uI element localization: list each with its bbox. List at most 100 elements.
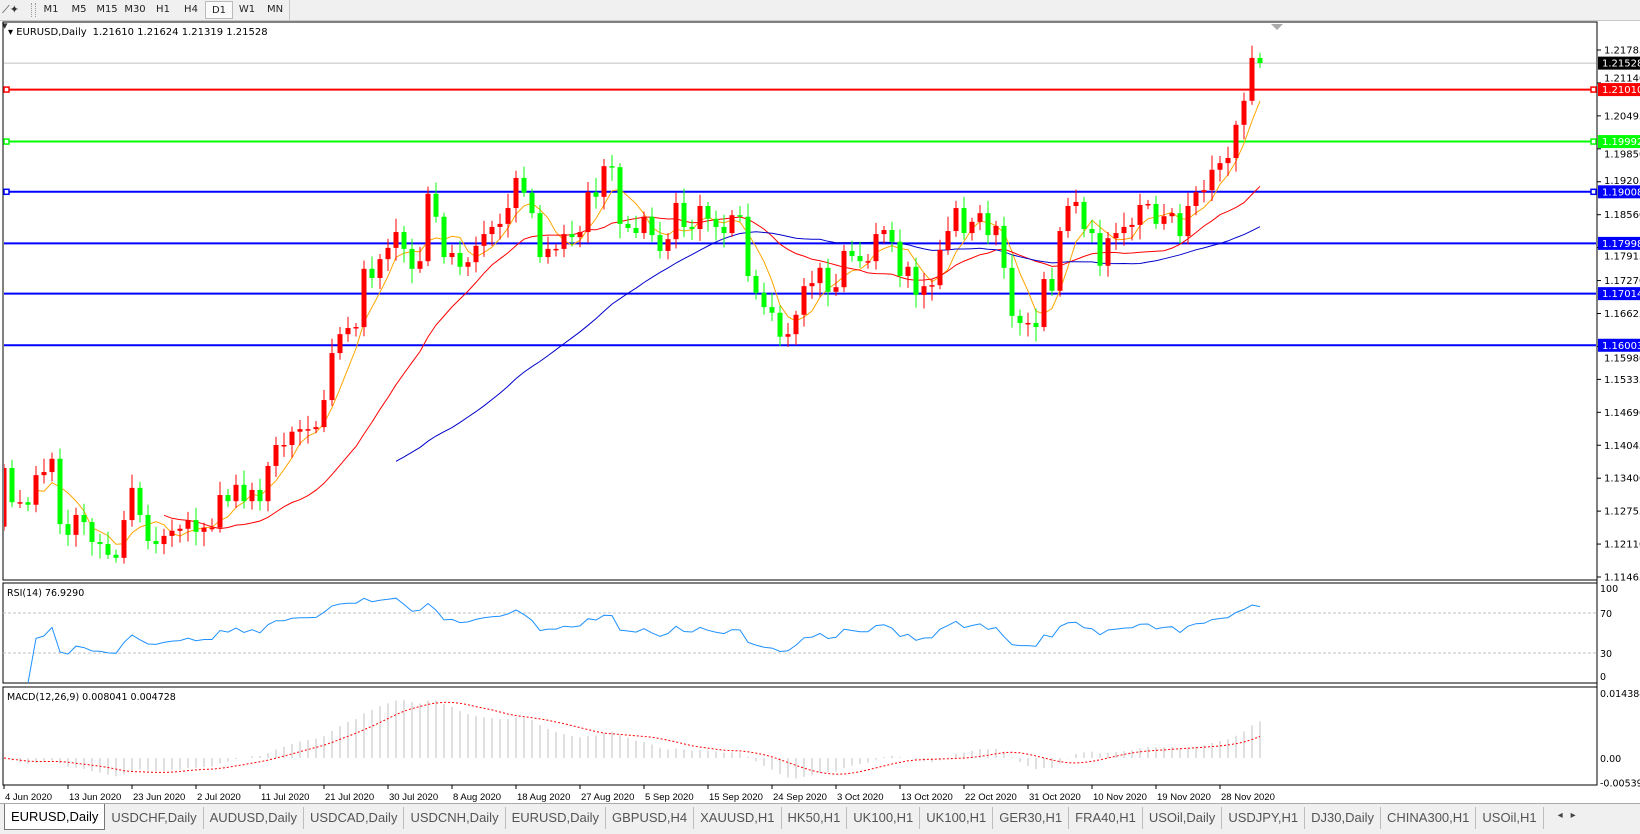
timeframe-m5-button[interactable]: M5 [71,4,87,15]
candle-body[interactable] [1025,322,1031,325]
timeframe-w1-button[interactable]: W1 [238,4,256,15]
candle-body[interactable] [265,465,271,502]
candle-body[interactable] [977,213,983,222]
candle-body[interactable] [353,327,359,329]
candle-body[interactable] [753,275,759,293]
chart-tab[interactable]: UK100,H1 [920,807,994,829]
tab-scroll-right-icon[interactable]: ▸ [1570,810,1576,821]
candle-body[interactable] [569,234,575,238]
chart-tab[interactable]: DJ30,Daily [1305,807,1382,829]
chart-tab[interactable]: XAUUSD,H1 [694,807,782,829]
candle-body[interactable] [1153,203,1159,224]
candle-body[interactable] [337,334,343,354]
candle-body[interactable] [737,215,743,217]
candle-body[interactable] [217,495,223,528]
candle-body[interactable] [1041,279,1047,328]
candle-body[interactable] [929,285,935,287]
candle-body[interactable] [161,535,167,545]
candle-body[interactable] [793,314,799,335]
candle-body[interactable] [897,241,903,276]
candle-body[interactable] [1057,231,1063,291]
candle-body[interactable] [833,287,839,292]
candle-body[interactable] [1161,216,1167,224]
candle-body[interactable] [809,283,815,287]
level-handle-icon[interactable] [3,138,10,145]
candle-body[interactable] [1193,192,1199,207]
candle-body[interactable] [985,213,991,236]
candle-body[interactable] [825,267,831,292]
timeframe-d1-button[interactable]: D1 [205,1,233,19]
candle-body[interactable] [849,250,855,257]
candle-body[interactable] [1217,163,1223,170]
candle-body[interactable] [937,249,943,286]
candle-body[interactable] [73,514,79,535]
candle-body[interactable] [1225,158,1231,164]
candle-body[interactable] [321,400,327,428]
candle-body[interactable] [721,226,727,234]
tab-scroll-left-icon[interactable]: ◂ [1557,810,1563,821]
candle-body[interactable] [49,458,55,473]
chart-tab[interactable]: AUDUSD,Daily [204,807,305,829]
candle-body[interactable] [345,328,351,335]
candle-body[interactable] [2,467,7,527]
candle-body[interactable] [801,286,807,315]
candle-body[interactable] [121,520,127,558]
level-handle-icon[interactable] [1590,138,1597,145]
candle-body[interactable] [17,502,23,504]
candle-body[interactable] [393,232,399,248]
candle-body[interactable] [729,215,735,234]
chart-tab[interactable]: CHINA300,H1 [1381,807,1477,829]
candle-body[interactable] [457,252,463,267]
candle-body[interactable] [473,245,479,263]
candle-body[interactable] [209,527,215,530]
candle-body[interactable] [1129,224,1135,227]
level-handle-icon[interactable] [3,188,10,196]
chart-canvas[interactable]: 1.21785 1.21140 1.20495 1.19850 1.19205 1.185… [0,21,1640,803]
candle-body[interactable] [465,262,471,267]
candle-body[interactable] [713,218,719,227]
candle-body[interactable] [609,166,615,168]
candle-body[interactable] [969,221,975,234]
candle-body[interactable] [481,234,487,246]
candle-body[interactable] [153,540,159,545]
timeframe-h1-button[interactable]: H1 [156,4,170,15]
candle-body[interactable] [201,527,207,532]
candle-body[interactable] [1009,267,1015,316]
level-handle-icon[interactable] [1590,86,1597,93]
candle-body[interactable] [1001,225,1007,268]
timeframe-mn-button[interactable]: MN [266,4,284,15]
candle-body[interactable] [953,208,959,232]
chart-tab[interactable]: USDCNH,Daily [404,807,506,829]
candle-body[interactable] [697,206,703,229]
chart-window[interactable]: 1.21785 1.21140 1.20495 1.19850 1.19205 1.185… [0,21,1640,803]
candle-body[interactable] [785,334,791,337]
candle-body[interactable] [1097,233,1103,266]
candle-body[interactable] [889,230,895,242]
candle-body[interactable] [1033,322,1039,328]
timeframe-m30-button[interactable]: M30 [124,4,146,15]
candle-body[interactable] [585,192,591,233]
candle-body[interactable] [305,429,311,431]
candle-body[interactable] [1065,206,1071,232]
candle-body[interactable] [617,167,623,224]
candle-body[interactable] [9,467,15,503]
chart-tab[interactable]: HK50,H1 [782,807,848,829]
candle-body[interactable] [273,444,279,466]
level-handle-icon[interactable] [3,86,10,93]
candle-body[interactable] [1233,124,1239,159]
candle-body[interactable] [1209,169,1215,191]
candle-body[interactable] [25,502,31,505]
candle-body[interactable] [1201,190,1207,193]
candle-body[interactable] [881,230,887,235]
candle-body[interactable] [129,487,135,521]
candle-body[interactable] [593,192,599,197]
candle-body[interactable] [873,234,879,262]
candle-body[interactable] [921,286,927,295]
candle-body[interactable] [761,292,767,308]
candle-body[interactable] [993,225,999,236]
candle-body[interactable] [841,250,847,288]
draw-tool-dropdown[interactable]: ⟋✦ ▾ [2,2,26,32]
chart-tab[interactable]: USOil,H1 [1476,807,1544,829]
candle-body[interactable] [865,261,871,263]
candle-body[interactable] [561,234,567,249]
